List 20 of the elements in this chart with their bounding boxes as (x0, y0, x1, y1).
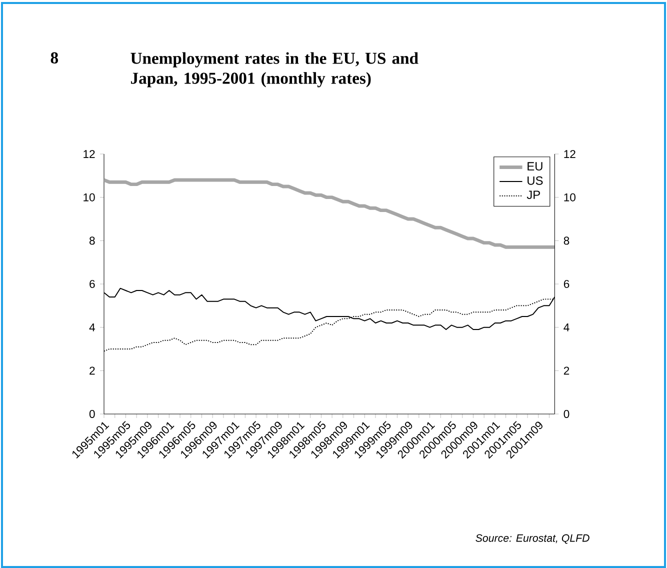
y-tick-label: 6 (90, 280, 95, 288)
y2-tick-label: 8 (564, 236, 570, 245)
legend-label: US (528, 176, 543, 185)
y2-tick-label: 6 (564, 280, 570, 288)
source-note: Source: Eurostat, QLFD (476, 534, 590, 544)
y-tick-label: 8 (90, 236, 95, 245)
y-tick-label: 2 (90, 366, 95, 375)
y-tick-label: 10 (84, 193, 95, 202)
y2-tick-label: 12 (564, 150, 576, 158)
y-tick-label: 4 (89, 323, 95, 332)
text: 8 (50, 52, 58, 64)
y-tick-label: 12 (84, 150, 95, 158)
legend-label: JP (526, 190, 540, 200)
legend-label: EU (528, 162, 542, 171)
y2-tick-label: 0 (564, 410, 570, 418)
y2-tick-label: 2 (564, 366, 570, 375)
y-tick-label: 0 (89, 410, 95, 418)
y2-tick-label: 10 (564, 193, 576, 202)
chart-title: Unemployment rates in the EU, US and Japan, 1995-2001 (monthly rates) (130, 52, 418, 88)
y2-tick-label: 4 (564, 323, 570, 332)
